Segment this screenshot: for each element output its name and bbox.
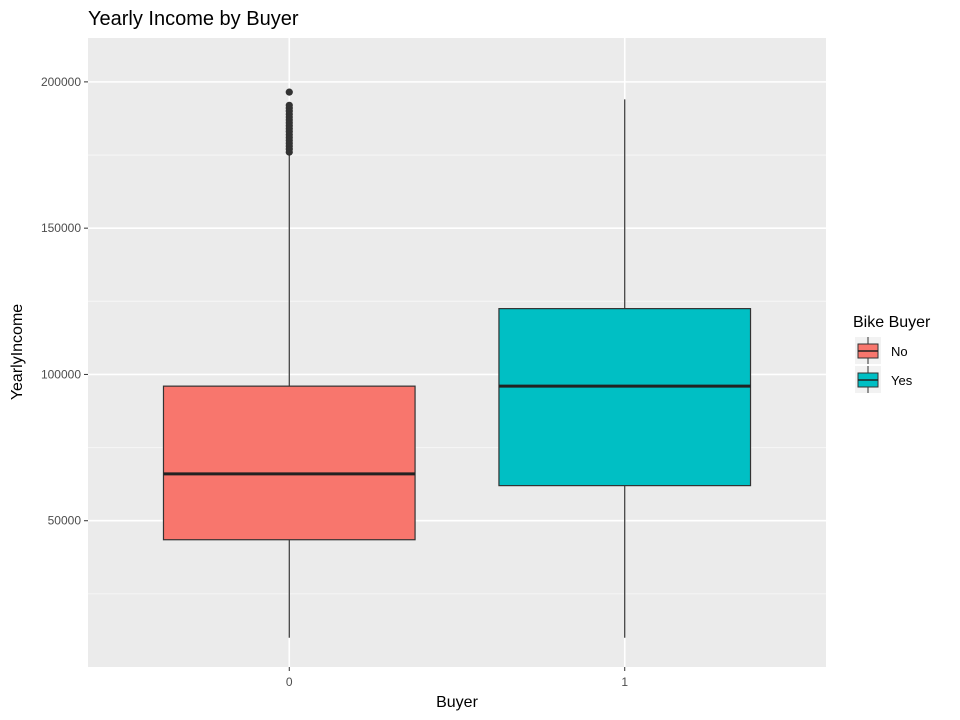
y-tick-label: 50000 <box>48 514 82 528</box>
outlier-point <box>285 101 293 109</box>
chart-title: Yearly Income by Buyer <box>88 8 299 30</box>
x-tick-label: 1 <box>621 675 628 689</box>
y-tick-label: 200000 <box>41 75 81 89</box>
outlier-point <box>285 88 293 96</box>
y-tick-label: 100000 <box>41 367 81 381</box>
boxplot-boxes <box>162 88 752 638</box>
legend: Bike Buyer No Yes <box>853 314 931 393</box>
y-tick-label: 150000 <box>41 221 81 235</box>
legend-label: No <box>891 344 908 359</box>
box-iqr <box>162 385 416 541</box>
legend-item-yes: Yes <box>855 366 913 393</box>
legend-label: Yes <box>891 373 913 388</box>
y-axis-ticks: 50000 100000 150000 200000 <box>41 75 88 528</box>
legend-title: Bike Buyer <box>853 314 931 331</box>
box-iqr <box>498 308 752 487</box>
box-yes <box>498 99 752 638</box>
box-no <box>162 88 416 638</box>
y-axis-title: YearlyIncome <box>9 304 26 400</box>
legend-item-no: No <box>855 337 908 364</box>
x-tick-label: 0 <box>286 675 293 689</box>
x-axis-title: Buyer <box>436 694 478 711</box>
